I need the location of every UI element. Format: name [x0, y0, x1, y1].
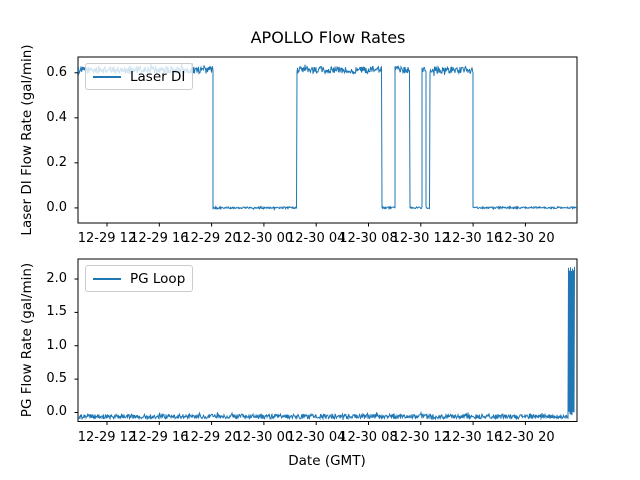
- y-tick-label: 0.2: [46, 154, 67, 170]
- figure-title: APOLLO Flow Rates: [250, 28, 406, 47]
- y-tick-label: 0.4: [46, 109, 67, 125]
- x-tick-label: 12-29 20: [182, 231, 241, 246]
- x-tick-label: 12-30 00: [234, 429, 294, 445]
- x-tick-label: 12-30 20: [496, 429, 555, 445]
- y-tick-label: 2.0: [46, 271, 67, 287]
- bottom-legend: PG Loop: [85, 265, 194, 292]
- x-tick-label: 12-29 12: [77, 231, 137, 246]
- x-tick-label: 12-30 04: [286, 429, 346, 445]
- x-tick-label: 12-30 08: [339, 429, 398, 445]
- x-tick-label: 12-29 12: [77, 429, 137, 445]
- x-tick-label: 12-30 08: [339, 231, 398, 246]
- legend-label-pg-loop: PG Loop: [130, 270, 186, 287]
- top-y-axis-label: Laser DI Flow Rate (gal/min): [19, 44, 35, 236]
- y-tick-label: 0.5: [46, 371, 67, 387]
- x-tick-label: 12-30 16: [443, 429, 503, 445]
- legend-label-laser-di: Laser DI: [130, 68, 186, 85]
- pg-loop-legend-line-icon: [93, 277, 121, 280]
- laser-di-legend-line-icon: [93, 75, 121, 78]
- x-axis-label: Date (GMT): [288, 453, 366, 469]
- top-legend: Laser DI: [85, 63, 194, 90]
- y-tick-label: 0.0: [46, 199, 67, 215]
- y-tick-label: 1.0: [46, 337, 67, 353]
- x-tick-label: 12-30 16: [443, 231, 503, 246]
- x-tick-label: 12-29 16: [130, 231, 189, 246]
- x-tick-label: 12-30 04: [286, 231, 346, 246]
- x-tick-label: 12-30 12: [391, 429, 451, 445]
- y-tick-label: 0.6: [46, 64, 67, 80]
- x-tick-label: 12-30 12: [391, 231, 451, 246]
- y-tick-label: 1.5: [46, 304, 67, 320]
- x-tick-label: 12-29 20: [182, 429, 241, 445]
- x-tick-label: 12-30 20: [496, 231, 555, 246]
- x-tick-label: 12-29 16: [130, 429, 189, 445]
- y-tick-label: 0.0: [46, 404, 67, 420]
- x-tick-label: 12-30 00: [234, 231, 294, 246]
